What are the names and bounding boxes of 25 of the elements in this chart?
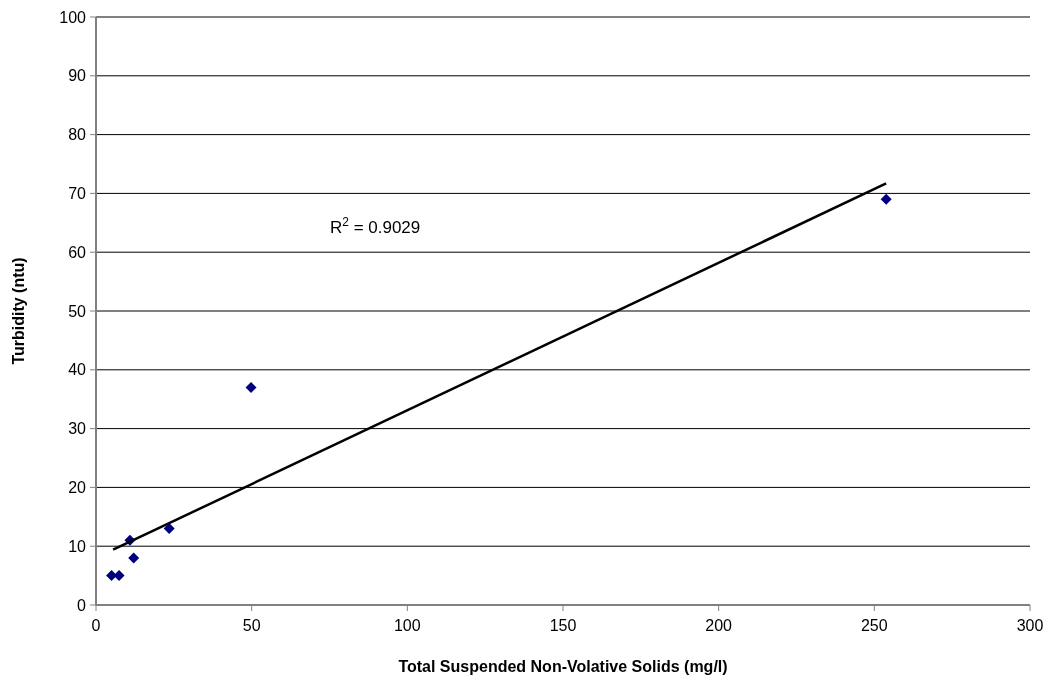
point — [245, 381, 257, 393]
y-tick-label: 60 — [68, 243, 87, 261]
x-tick-label: 50 — [242, 617, 261, 634]
y-tick-label: 80 — [68, 126, 87, 144]
x-tick-label: 200 — [705, 617, 733, 634]
x-tick-label: 250 — [860, 617, 888, 634]
y-tick-label: 10 — [68, 537, 87, 555]
annotation: R$^{2}$ = 0.9029 — [330, 215, 421, 237]
point — [163, 523, 175, 535]
x-tick-label: 150 — [549, 617, 577, 634]
y-tick-label: 20 — [68, 479, 87, 496]
y-tick-label: 30 — [68, 420, 87, 438]
y-tick-label: 40 — [68, 361, 87, 379]
y-axis-title: Turbidity (ntu) — [10, 257, 27, 365]
x-axis-title: Total Suspended Non-Volative Solids (mg/l) — [398, 658, 728, 675]
y-tick-label: 90 — [68, 67, 87, 85]
x-tick-label: 300 — [1016, 617, 1044, 634]
y-tick-label: 70 — [68, 185, 87, 202]
y-tick-label: 100 — [59, 8, 87, 26]
point — [128, 552, 140, 564]
x-tick-label: 0 — [91, 617, 101, 634]
x-tick-label: 100 — [393, 617, 421, 634]
point — [880, 193, 892, 205]
y-tick-label: 50 — [68, 302, 87, 320]
y-tick-label: 0 — [77, 596, 87, 614]
